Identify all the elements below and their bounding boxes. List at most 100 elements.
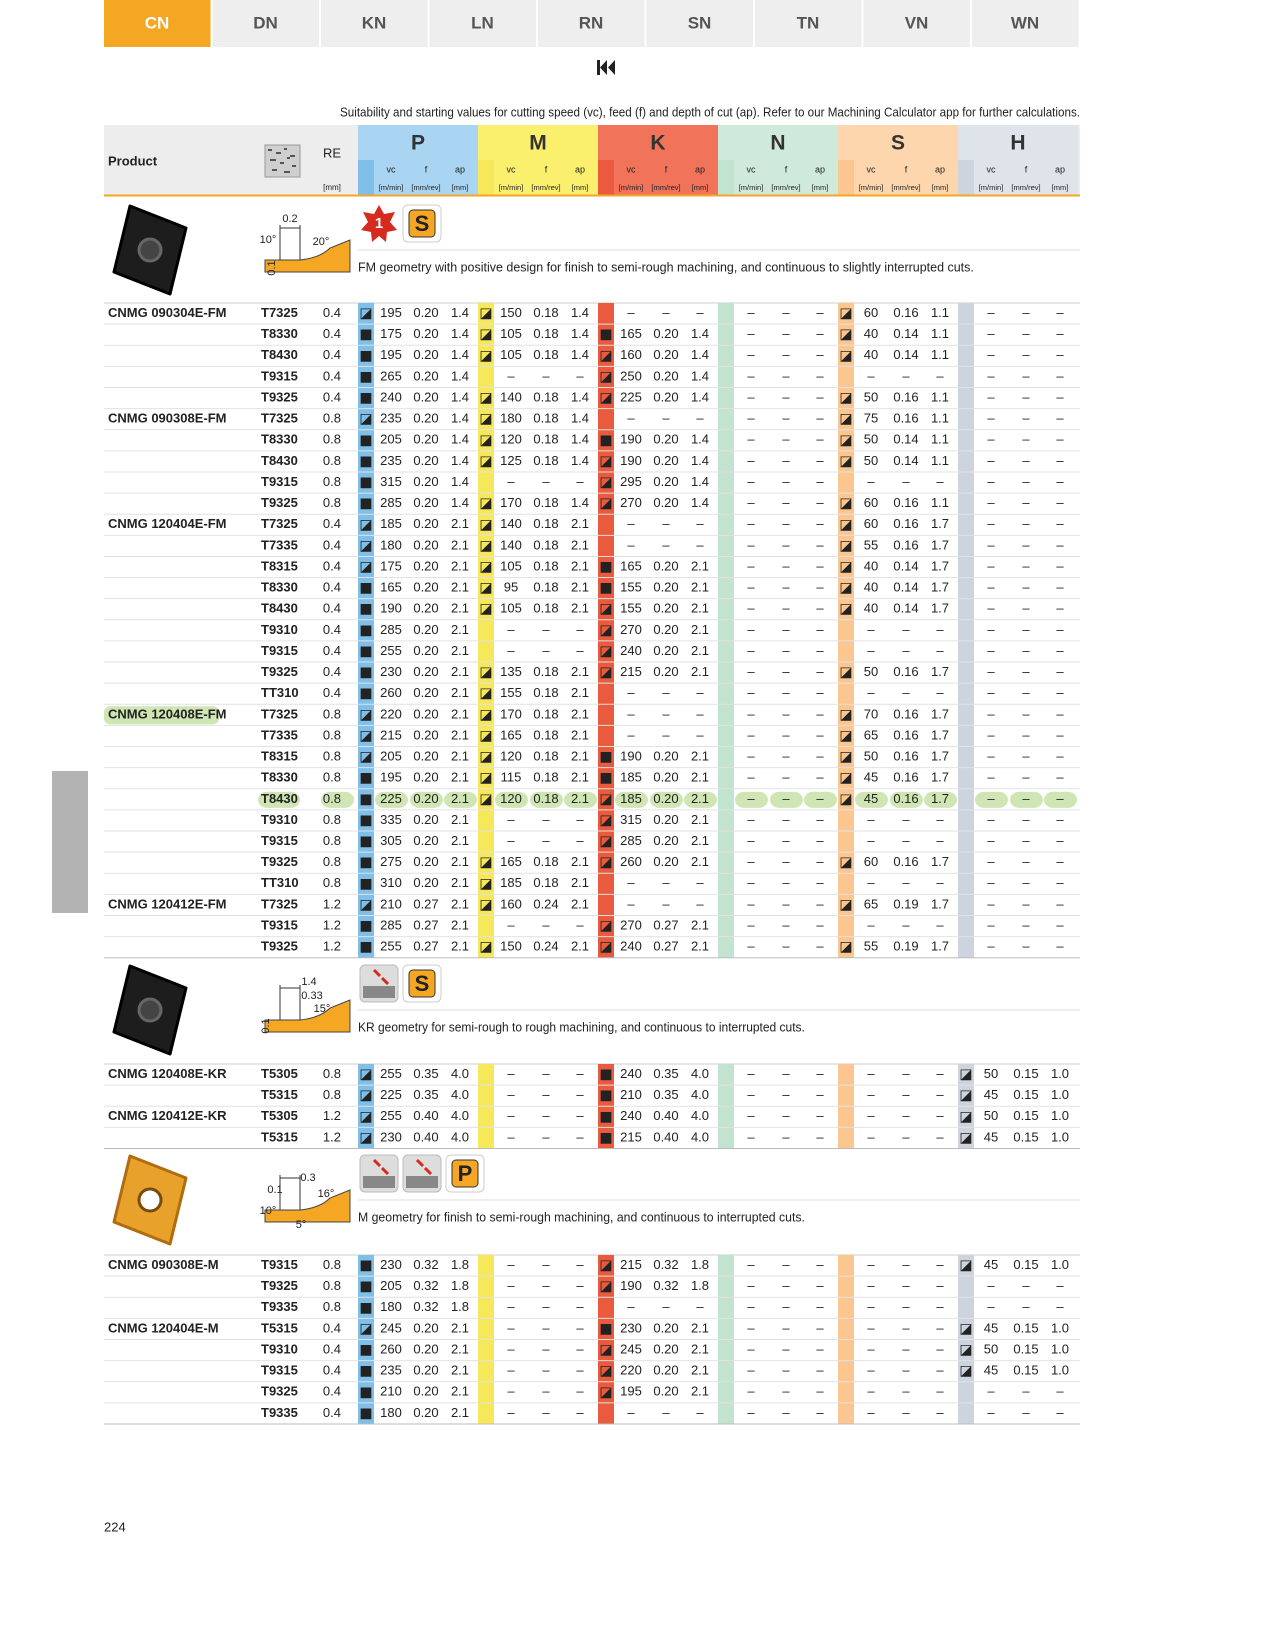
symbol: ◪ xyxy=(479,749,492,765)
cell: – xyxy=(816,1087,824,1102)
cell: 210 xyxy=(620,1087,642,1102)
cell: 0.20 xyxy=(413,432,438,447)
cell: – xyxy=(816,453,824,468)
cell: 2.1 xyxy=(691,917,709,932)
cell: 2.1 xyxy=(451,685,469,700)
cell: – xyxy=(747,643,755,658)
cell: – xyxy=(1056,474,1064,489)
cell: 0.20 xyxy=(653,812,678,827)
cell: 1.4 xyxy=(451,305,469,320)
cell: – xyxy=(1056,558,1064,573)
cell: – xyxy=(782,1087,790,1102)
cell: 2.1 xyxy=(571,770,589,785)
cell: – xyxy=(816,1129,824,1144)
tab[interactable]: WN xyxy=(972,0,1079,47)
cell: 1.0 xyxy=(1051,1066,1069,1081)
symbol: T9325 xyxy=(261,1278,298,1293)
tab[interactable]: SN xyxy=(646,0,754,47)
cell: 2.1 xyxy=(451,516,469,531)
cell: – xyxy=(987,411,995,426)
cell: – xyxy=(936,1129,944,1144)
cell: – xyxy=(782,1405,790,1420)
symbol: ■ xyxy=(359,939,372,955)
cell: 0.8 xyxy=(323,833,341,848)
cell: 240 xyxy=(380,389,402,404)
cell: 0.20 xyxy=(653,854,678,869)
cell: 2.1 xyxy=(571,580,589,595)
nav-first[interactable] xyxy=(597,60,615,75)
cell: – xyxy=(507,1087,515,1102)
cell: 285 xyxy=(380,917,402,932)
cell: – xyxy=(936,1384,944,1399)
tab-label: TN xyxy=(797,13,820,32)
cell: – xyxy=(782,347,790,362)
tab[interactable]: LN xyxy=(429,0,537,47)
tab[interactable]: DN xyxy=(212,0,320,47)
cell: – xyxy=(936,685,944,700)
symbol: T9335 xyxy=(261,1405,298,1420)
cell: – xyxy=(816,1257,824,1272)
cell: 125 xyxy=(500,453,522,468)
symbol: ◪ xyxy=(479,897,492,913)
symbol: ◪ xyxy=(959,1363,972,1379)
tab[interactable]: CN xyxy=(104,0,211,47)
cell: – xyxy=(902,643,910,658)
symbol: T8330 xyxy=(261,432,298,447)
cell-highlight xyxy=(321,791,354,808)
cell: 2.1 xyxy=(691,664,709,679)
cell: 2.1 xyxy=(451,1405,469,1420)
symbol: ■ xyxy=(359,643,372,659)
cell: – xyxy=(747,495,755,510)
symbol: ◪ xyxy=(359,306,372,322)
cell: – xyxy=(782,411,790,426)
cell: – xyxy=(936,1257,944,1272)
symbol: T9325 xyxy=(261,389,298,404)
cell: – xyxy=(936,917,944,932)
column-name: vc xyxy=(627,164,637,174)
cell: 60 xyxy=(864,516,878,531)
cell: 215 xyxy=(380,727,402,742)
tab[interactable]: KN xyxy=(321,0,428,47)
cell: – xyxy=(902,474,910,489)
cell: – xyxy=(782,770,790,785)
cell: – xyxy=(782,516,790,531)
cell: 0.18 xyxy=(533,432,558,447)
cell: – xyxy=(816,516,824,531)
cell: – xyxy=(1022,495,1030,510)
cell: – xyxy=(782,833,790,848)
cell: 175 xyxy=(380,558,402,573)
cell: – xyxy=(782,601,790,616)
cell: 1.8 xyxy=(451,1278,469,1293)
symbol: ◪ xyxy=(479,939,492,955)
cell: – xyxy=(936,1341,944,1356)
cell: – xyxy=(867,1108,875,1123)
symbol: T7325 xyxy=(261,305,298,320)
cell: 0.20 xyxy=(413,875,438,890)
cell: – xyxy=(507,474,515,489)
cell: 1.7 xyxy=(931,939,949,954)
cell: 240 xyxy=(620,1066,642,1081)
cell: – xyxy=(1056,917,1064,932)
cell: – xyxy=(782,474,790,489)
symbol: T7335 xyxy=(261,537,298,552)
cell: – xyxy=(627,685,635,700)
cell: – xyxy=(627,516,635,531)
cell: – xyxy=(902,833,910,848)
cell: 0.15 xyxy=(1013,1341,1038,1356)
tab[interactable]: TN xyxy=(755,0,862,47)
cell: – xyxy=(816,558,824,573)
cell: 0.32 xyxy=(413,1299,438,1314)
cell: 0.8 xyxy=(323,706,341,721)
symbol: ◪ xyxy=(599,855,612,871)
cell: 0.15 xyxy=(1013,1066,1038,1081)
tab[interactable]: VN xyxy=(863,0,971,47)
group-name: N xyxy=(770,132,785,155)
cell: 230 xyxy=(620,1320,642,1335)
symbol: T5305 xyxy=(261,1066,298,1081)
cell: – xyxy=(747,474,755,489)
symbol: T9325 xyxy=(261,664,298,679)
tab[interactable]: RN xyxy=(538,0,645,47)
symbol: ◪ xyxy=(479,770,492,786)
cell: 45 xyxy=(984,1363,998,1378)
symbol: ◪ xyxy=(479,432,492,448)
